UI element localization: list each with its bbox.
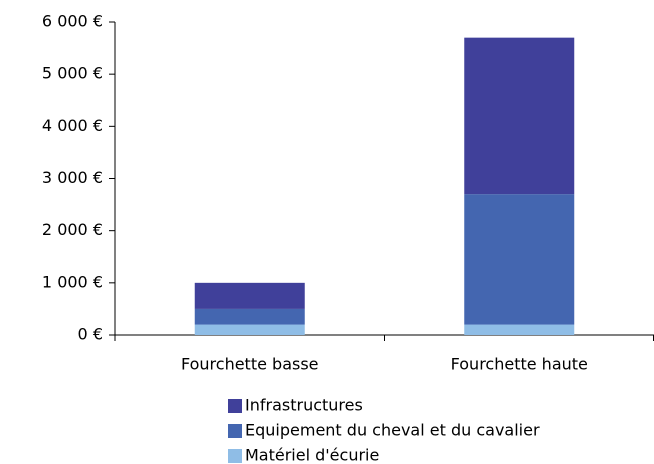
- x-tick-label: Fourchette haute: [451, 355, 588, 374]
- legend-label: Infrastructures: [245, 396, 363, 415]
- y-tick-label: 3 000 €: [42, 168, 103, 187]
- legend-swatch: [228, 399, 242, 413]
- y-tick-label: 4 000 €: [42, 116, 103, 135]
- legend-label: Equipement du cheval et du cavalier: [245, 421, 540, 440]
- bar-segment: [194, 282, 305, 309]
- bar-segment: [194, 308, 305, 325]
- x-tick-label: Fourchette basse: [181, 355, 319, 374]
- bar-segment: [464, 194, 575, 325]
- legend-label: Matériel d'écurie: [245, 446, 379, 464]
- y-tick-label: 6 000 €: [42, 12, 103, 31]
- y-tick-label: 2 000 €: [42, 220, 103, 239]
- legend-swatch: [228, 424, 242, 438]
- bar-segment: [194, 324, 305, 335]
- legend-swatch: [228, 449, 242, 463]
- bar-segment: [464, 324, 575, 335]
- y-tick-label: 5 000 €: [42, 64, 103, 83]
- bar-segment: [464, 37, 575, 195]
- y-tick-label: 0 €: [78, 325, 103, 344]
- y-tick-label: 1 000 €: [42, 272, 103, 291]
